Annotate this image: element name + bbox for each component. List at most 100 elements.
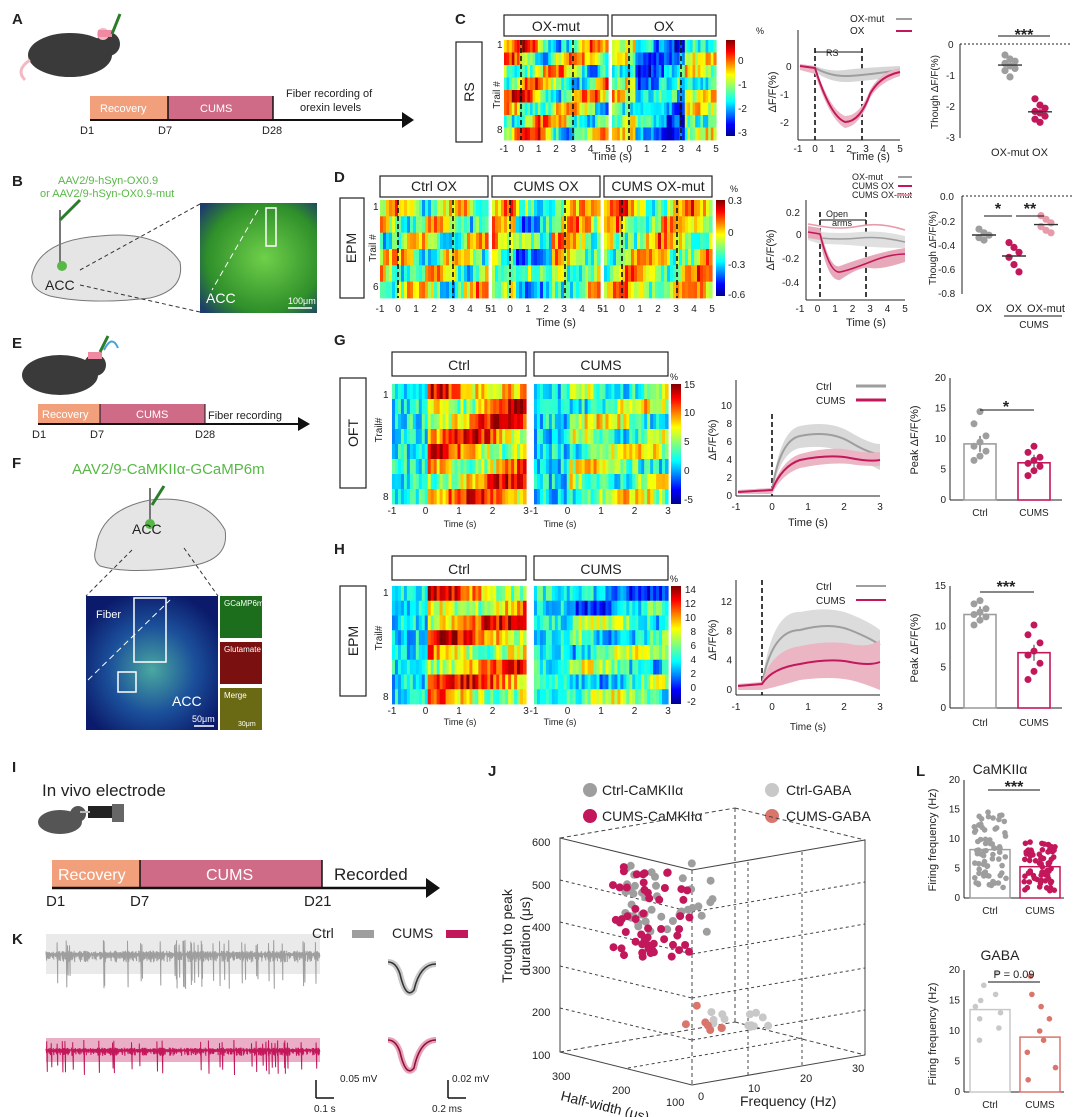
heatmap-cell: [706, 281, 710, 299]
data-point: [1030, 621, 1038, 629]
heatmap-cell: [566, 102, 570, 116]
heatmap-cell: [682, 232, 686, 250]
heatmap-cell: [542, 674, 547, 690]
heatmap-cell: [608, 674, 613, 690]
data-point: [1024, 850, 1030, 857]
scatter-point: [717, 1024, 726, 1032]
heatmap-cell: [461, 200, 465, 217]
heatmap-cell: [466, 659, 471, 675]
heatmap-cell: [392, 249, 396, 266]
heatmap-cell: [710, 102, 714, 116]
heatmap-cell: [421, 645, 426, 661]
heatmap-cell: [504, 40, 508, 53]
heatmap-cell: [418, 399, 423, 415]
x-tick-label: -1: [732, 502, 741, 513]
heatmap-cell: [561, 200, 565, 217]
heatmap-cell: [551, 429, 556, 445]
heatmap-cell: [446, 216, 450, 234]
heatmap-cell: [641, 630, 645, 646]
heatmap-cell: [412, 600, 417, 616]
heatmap-cell: [410, 249, 414, 266]
heatmap-cell: [595, 102, 599, 116]
heatmap-cell: [695, 65, 699, 78]
heatmap-cell: [557, 384, 562, 400]
heatmap-cell: [539, 600, 544, 616]
stage-cums-e: CUMS: [136, 409, 168, 421]
heatmap-cell: [555, 200, 559, 217]
heatmap-cell: [509, 102, 513, 116]
heatmap-cell: [505, 399, 509, 415]
heatmap-cell: [605, 77, 609, 91]
ylabel-g: Trail#: [374, 417, 385, 442]
heatmap-cell: [546, 232, 550, 250]
heatmap-cell: [608, 600, 613, 616]
heatmap-cell: [472, 459, 476, 475]
heatmap-cell: [575, 586, 580, 602]
heatmap-cell: [439, 689, 444, 705]
heatmap-cell: [616, 216, 620, 234]
scatter-point: [639, 870, 648, 879]
heatmap-cell: [543, 249, 547, 266]
heatmap-cell: [520, 444, 524, 460]
heatmap-cell: [539, 444, 544, 460]
dots-ytick-d-4: -0.6: [938, 265, 956, 276]
heatmap-cell: [517, 90, 521, 103]
heatmap-cell: [616, 249, 620, 266]
heatmap-cell: [691, 249, 695, 266]
heatmap-cell: [439, 659, 444, 675]
heatmap-cell: [457, 586, 462, 602]
heatmap-cell: [395, 265, 399, 283]
heatmap-cell: [546, 249, 550, 266]
heatmap-cell: [584, 600, 589, 616]
heatmap-cell: [546, 200, 550, 217]
heatmap-cell: [703, 265, 707, 283]
heatmap-cell: [682, 115, 686, 128]
heatmap-cell: [517, 674, 521, 690]
heatmap-cell: [548, 689, 553, 705]
cbar-d-3: -0.3: [728, 260, 746, 271]
heatmap-cell: [582, 115, 586, 128]
heatmap-cell: [614, 659, 618, 675]
heatmap-cell: [392, 600, 396, 616]
heatmap-cell: [549, 232, 553, 250]
heatmap-cell: [710, 52, 714, 66]
bars-sig-g: *: [1003, 399, 1010, 416]
heatmap-cell: [599, 489, 604, 505]
heatmap-cell: [499, 674, 503, 690]
heatmap-cell: [436, 689, 441, 705]
heatmap-cell: [692, 115, 696, 128]
ztick-j-3: 400: [532, 922, 550, 934]
heatmap-cell: [641, 600, 645, 616]
heatmap-cell: [403, 630, 408, 646]
heatmap-cell: [403, 659, 408, 675]
heatmap-cell: [427, 429, 432, 445]
heatmap-cell: [458, 265, 462, 283]
heatmap-cell: [519, 232, 523, 250]
heatmap-cell: [662, 474, 666, 490]
x-tick-label: 3: [665, 506, 671, 517]
heatmap-cell: [664, 249, 668, 266]
sig-l-gaba: P = 0.09: [993, 969, 1034, 981]
heatmap-cell: [665, 399, 669, 415]
heatmap-cell: [597, 281, 601, 299]
heatmap-cell: [574, 115, 578, 128]
heatmap-cell: [421, 399, 426, 415]
heatmap-cell: [463, 659, 468, 675]
y-tick-label: 2: [726, 473, 732, 484]
group-h-1: Ctrl: [448, 561, 470, 577]
heatmap-cell: [537, 200, 541, 217]
heatmap-cell: [655, 216, 659, 234]
heatmap-cell: [659, 489, 663, 505]
heatmap-cell: [650, 586, 654, 602]
heatmap-cell: [442, 615, 447, 631]
scatter-point: [663, 868, 672, 877]
data-point: [1051, 887, 1058, 893]
heatmap-cell: [682, 249, 686, 266]
heatmap-cell: [697, 102, 701, 116]
ytick-d-1: 1: [373, 202, 379, 213]
heatmap-cell: [537, 127, 541, 141]
dots-ytick-d-2: -0.2: [938, 217, 956, 228]
heatmap-cell: [501, 265, 505, 283]
heatmap-cell: [605, 615, 610, 631]
heatmap-cell: [643, 200, 647, 217]
